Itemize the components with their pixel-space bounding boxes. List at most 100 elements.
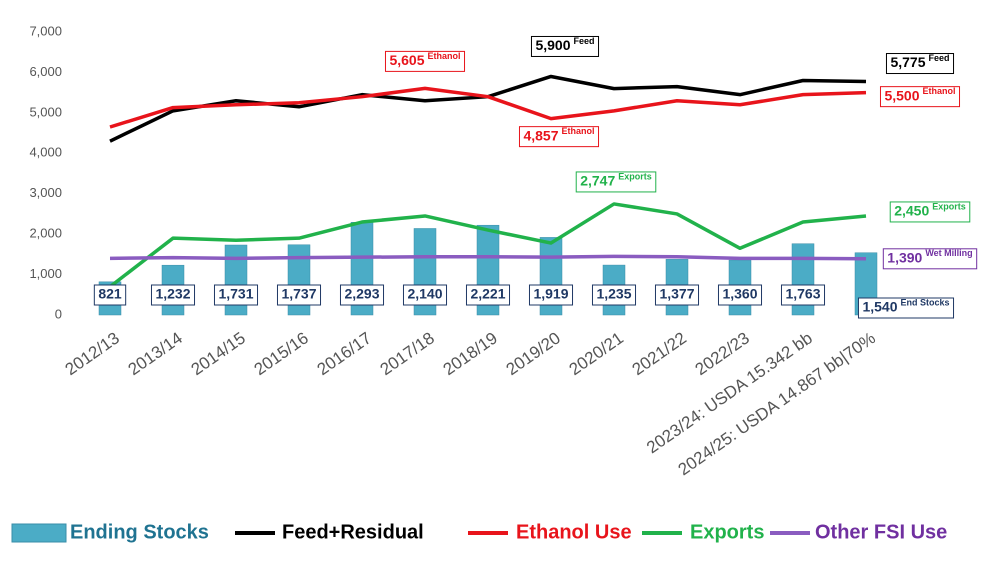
label-text: 1,235 [596, 286, 631, 302]
data-label: 2,747 Exports [575, 171, 657, 193]
y-tick-label: 2,000 [29, 226, 62, 241]
data-label: 5,605 Ethanol [384, 50, 466, 72]
series-line [108, 202, 867, 289]
data-label: 821 [93, 284, 127, 306]
label-text: 1,232 [155, 286, 190, 302]
label-text: 5,500 [884, 87, 919, 103]
data-label: 1,540 End Stocks [857, 297, 955, 319]
label-box [530, 35, 600, 57]
label-box [717, 284, 763, 306]
label-note: Ethanol [428, 51, 461, 61]
legend-label: Ethanol Use [516, 521, 632, 543]
label-box [465, 284, 511, 306]
x-tick-label: 2015/16 [251, 328, 312, 379]
x-tick-label: 2016/17 [314, 328, 375, 379]
label-box [780, 284, 826, 306]
x-tick-label: 2012/13 [62, 328, 123, 379]
data-label: 2,293 [339, 284, 385, 306]
data-label: 4,857 Ethanol [518, 126, 600, 148]
data-label: 2,450 Exports [889, 201, 971, 223]
label-text: 1,377 [659, 286, 694, 302]
y-tick-label: 4,000 [29, 145, 62, 160]
data-label: 1,235 [591, 284, 637, 306]
x-tick-label: 2018/19 [440, 328, 501, 379]
y-tick-label: 6,000 [29, 64, 62, 79]
data-label: 1,232 [150, 284, 196, 306]
label-text: 1,919 [533, 286, 568, 302]
series-line [109, 74, 867, 143]
label-note: End Stocks [901, 297, 950, 307]
x-tick-label: 2014/15 [188, 328, 249, 379]
data-label: 2,140 [402, 284, 448, 306]
legend-label: Other FSI Use [815, 521, 947, 543]
label-note: Ethanol [562, 126, 595, 136]
label-box [882, 248, 978, 270]
y-tick-label: 3,000 [29, 185, 62, 200]
y-tick-label: 7,000 [29, 23, 62, 38]
data-label: 5,500 Ethanol [879, 86, 961, 108]
legend-label: Feed+Residual [282, 521, 424, 543]
label-box [402, 284, 448, 306]
data-label: 1,731 [213, 284, 259, 306]
legend-swatch [11, 523, 67, 543]
label-box [857, 297, 955, 319]
legend-label: Exports [690, 521, 764, 543]
label-box [591, 284, 637, 306]
label-text: 821 [98, 286, 122, 302]
x-tick-label: 2013/14 [125, 328, 186, 379]
label-text: 1,540 [862, 299, 897, 315]
label-box [276, 284, 322, 306]
label-box [518, 126, 600, 148]
label-box [339, 284, 385, 306]
label-text: 1,763 [785, 286, 820, 302]
data-label: 1,737 [276, 284, 322, 306]
label-note: Exports [932, 201, 966, 211]
y-tick-label: 5,000 [29, 104, 62, 119]
label-text: 4,857 [523, 127, 558, 143]
label-text: 2,747 [580, 173, 615, 189]
data-label: 1,763 [780, 284, 826, 306]
label-text: 1,731 [218, 286, 253, 302]
data-label: 1,377 [654, 284, 700, 306]
label-box [384, 50, 466, 72]
x-tick-label: 2017/18 [377, 328, 438, 379]
label-text: 2,221 [470, 286, 505, 302]
label-box [889, 201, 971, 223]
label-text: 2,450 [894, 203, 929, 219]
label-text: 1,390 [887, 250, 922, 266]
label-text: 2,293 [344, 286, 379, 302]
label-note: Ethanol [923, 86, 956, 96]
label-text: 5,605 [389, 52, 424, 68]
label-box [93, 284, 127, 306]
data-label: 2,221 [465, 284, 511, 306]
label-text: 2,140 [407, 286, 442, 302]
label-box [575, 171, 657, 193]
x-tick-label: 2020/21 [566, 328, 627, 379]
x-tick-label: 2019/20 [503, 328, 564, 379]
label-box [879, 86, 961, 108]
label-text: 1,360 [722, 286, 757, 302]
x-tick-label: 2021/22 [629, 328, 690, 379]
label-box [885, 53, 955, 75]
data-label: 1,919 [528, 284, 574, 306]
label-text: 5,900 [535, 37, 570, 53]
data-label: 1,390 Wet Milling [882, 248, 978, 270]
series-line [109, 86, 867, 129]
label-text: 5,775 [890, 54, 925, 70]
label-box [150, 284, 196, 306]
label-box [528, 284, 574, 306]
label-text: 1,737 [281, 286, 316, 302]
label-box [654, 284, 700, 306]
label-note: Feed [574, 36, 595, 46]
data-label: 5,775 Feed [885, 53, 955, 75]
label-note: Feed [929, 53, 950, 63]
data-label: 1,360 [717, 284, 763, 306]
y-tick-label: 0 [55, 306, 62, 321]
series-line [109, 254, 867, 261]
legend-label: Ending Stocks [70, 521, 209, 543]
label-note: Wet Milling [925, 248, 972, 258]
label-note: Exports [618, 171, 652, 181]
label-box [213, 284, 259, 306]
y-tick-label: 1,000 [29, 266, 62, 281]
